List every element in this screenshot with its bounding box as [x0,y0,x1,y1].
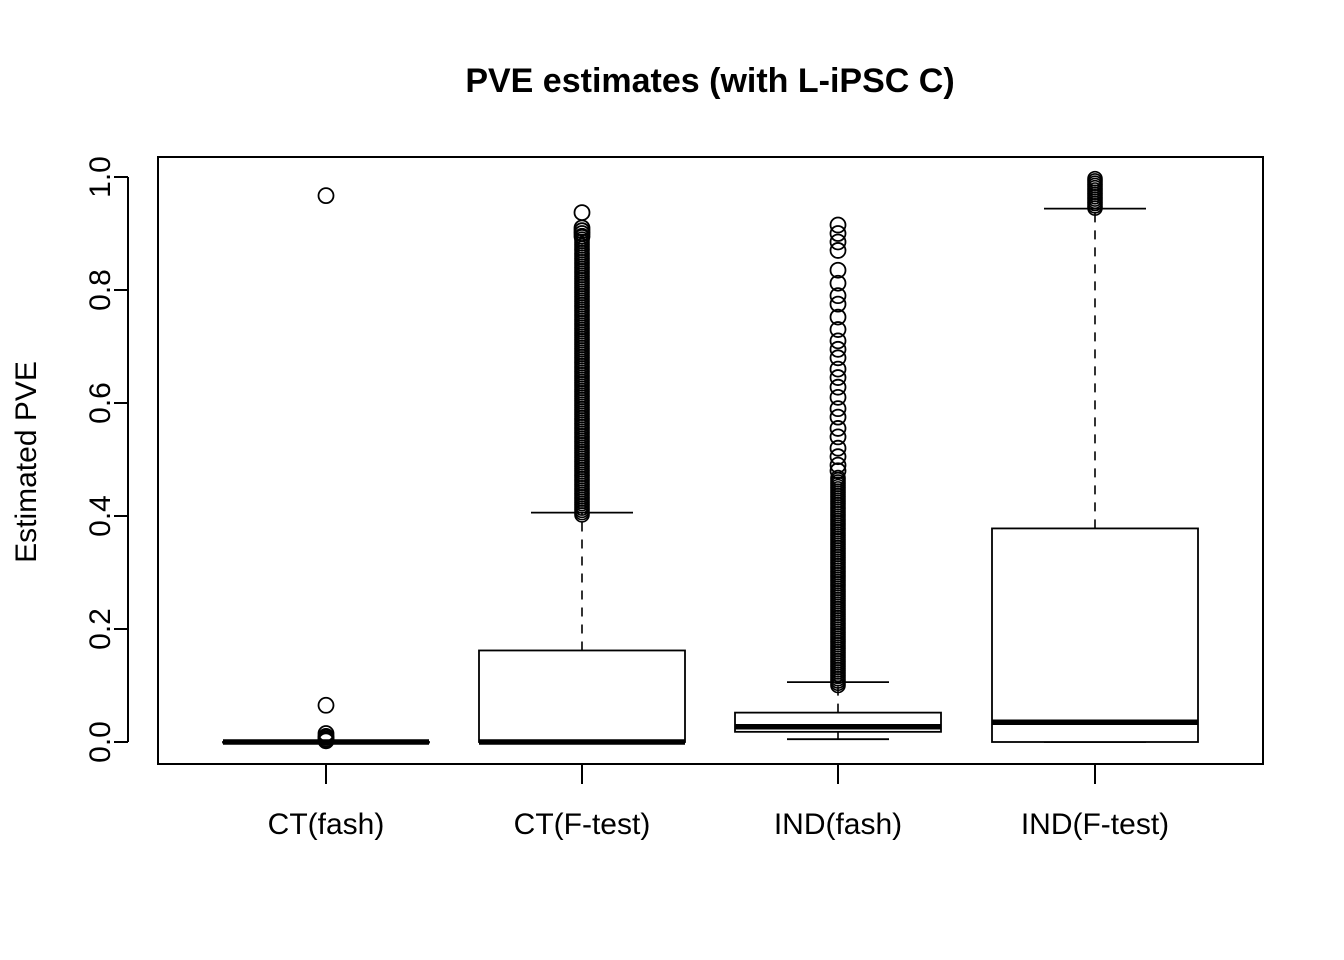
x-tick-label: CT(fash) [268,808,385,841]
outlier-point [829,261,847,279]
outlier-point [317,187,335,205]
box-group [478,204,686,745]
outlier-point [829,369,847,386]
outlier-point [829,420,847,437]
outlier-point [829,216,847,234]
boxes [222,170,1199,750]
outlier-point [573,227,591,245]
outlier-point [829,274,847,292]
y-axis-label: Estimated PVE [10,361,43,563]
outlier-point [829,388,847,406]
outlier-point [829,308,847,326]
outlier-point [829,408,847,426]
x-tick-label: IND(F-test) [1021,808,1169,841]
y-axis: 0.0 0.2 0.4 0.6 0.8 1.0 [84,156,129,763]
y-tick-label: 0.0 [84,721,117,763]
box-group [222,187,430,750]
outlier-point [317,696,335,714]
outlier-point [829,456,847,474]
outlier-point [829,349,847,367]
y-tick-label: 1.0 [84,156,117,198]
outlier-point [829,439,847,457]
outlier-point [573,204,591,221]
outlier-point [829,428,847,446]
outlier-point [829,225,847,242]
outlier-point [829,462,847,480]
plot-frame [157,156,1264,765]
chart-title: PVE estimates (with L-iPSC C) [465,62,954,100]
outlier-point [829,332,847,350]
outlier-point [829,295,847,313]
x-tick-label: CT(F-test) [514,808,651,841]
box-group [991,170,1199,743]
outlier-point [829,287,847,305]
y-tick-label: 0.4 [84,495,117,537]
y-tick-label: 0.8 [84,269,117,311]
outlier-point [829,242,847,259]
outlier-point [829,233,847,251]
outlier-point [830,469,846,486]
iqr-box [991,527,1199,743]
outlier-point [1087,170,1103,187]
outlier-point [829,400,847,418]
y-tick-label: 0.6 [84,382,117,424]
outlier-point [829,360,847,378]
box-group [734,216,942,741]
iqr-box [478,649,686,743]
x-axis: CT(fash) CT(F-test) IND(fash) IND(F-test) [268,764,1169,841]
outlier-point [829,340,847,358]
outlier-point [829,378,847,396]
y-tick-label: 0.2 [84,608,117,650]
x-tick-label: IND(fash) [774,808,902,841]
outlier-point [829,321,847,338]
outlier-point [829,448,847,466]
